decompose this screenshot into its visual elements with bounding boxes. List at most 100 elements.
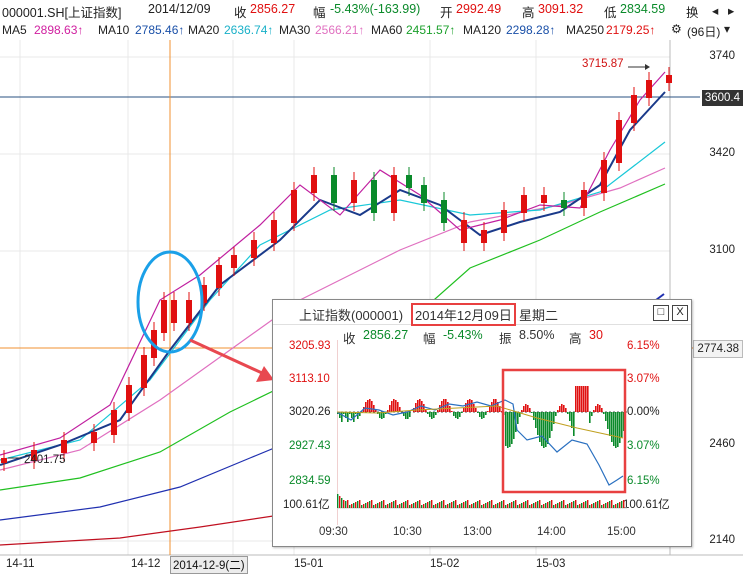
candle-body: [231, 255, 237, 268]
volume-bar: [511, 502, 513, 508]
intraday-bar: [499, 406, 501, 412]
intraday-bar: [343, 412, 345, 414]
intraday-bar: [347, 412, 349, 422]
volume-bar: [385, 505, 387, 508]
volume-bar: [623, 500, 625, 508]
close-value: 2856.27: [250, 2, 296, 16]
volume-bar: [617, 503, 619, 508]
open-label: 开: [440, 6, 453, 20]
volume-bar: [537, 501, 539, 508]
popup-time-1030: 10:30: [393, 526, 422, 538]
volume-bar: [527, 500, 529, 508]
intraday-bar: [615, 412, 617, 448]
volume-bar: [437, 503, 439, 508]
candle-body: [561, 200, 567, 208]
popup-time-1300: 13:00: [463, 526, 492, 538]
low-point-label: 2401.75: [24, 454, 66, 466]
intraday-bar: [477, 412, 479, 413]
ma10-value: 2785.46↑: [135, 23, 185, 37]
intraday-bar: [449, 406, 451, 412]
volume-bar: [403, 502, 405, 508]
intraday-bar: [357, 412, 359, 419]
candle-body: [126, 385, 132, 413]
volume-bar: [597, 501, 599, 508]
volume-bar: [509, 503, 511, 508]
ma30-value: 2566.21↑: [315, 23, 365, 37]
intraday-bar: [579, 386, 581, 412]
period-dropdown-icon[interactable]: ▾: [724, 22, 731, 36]
intraday-bar: [409, 412, 411, 417]
volume-bar: [461, 503, 463, 508]
volume-bar: [497, 503, 499, 508]
volume-bar: [363, 504, 365, 508]
ma120-value: 2298.28↑: [506, 23, 556, 37]
index-code: 000001.SH[上证指数]: [2, 6, 122, 20]
ma30-line: [0, 167, 666, 471]
volume-bar: [375, 504, 377, 508]
candle-body: [631, 95, 637, 123]
volume-bar: [531, 504, 533, 508]
intraday-bar: [397, 402, 399, 412]
candle-body: [501, 210, 507, 233]
volume-bar: [417, 501, 419, 508]
volume-bar: [469, 505, 471, 508]
candle-body: [481, 230, 487, 243]
volume-bar: [589, 505, 591, 508]
intraday-bar: [395, 400, 397, 412]
restore-button[interactable]: □: [653, 305, 669, 321]
volume-bar: [371, 500, 373, 508]
intraday-bar: [547, 412, 549, 444]
intraday-bar: [505, 412, 507, 446]
volume-bar: [535, 502, 537, 508]
period-selector[interactable]: (96日): [687, 25, 721, 39]
intraday-bar: [433, 412, 435, 418]
volume-bar: [523, 502, 525, 508]
volume-bar: [495, 504, 497, 508]
intraday-popup[interactable]: 上证指数(000001) 2014年12月09日 星期二 □ X 收 2856.…: [272, 299, 692, 547]
intraday-bar: [517, 412, 519, 424]
intraday-bar: [383, 412, 385, 418]
volume-bar: [467, 500, 469, 508]
intraday-bar: [605, 412, 607, 421]
close-button[interactable]: X: [672, 305, 688, 321]
candle-body: [251, 240, 257, 258]
popup-left-tick-3: 3020.26: [289, 406, 331, 418]
intraday-bar: [463, 408, 465, 412]
intraday-bar: [561, 404, 563, 412]
volume-bar: [339, 496, 341, 508]
intraday-bar: [391, 401, 393, 412]
volume-bar: [347, 500, 349, 508]
volume-bar: [529, 505, 531, 508]
intraday-bar: [355, 412, 357, 414]
volume-bar: [489, 501, 491, 508]
high-label: 高: [522, 6, 535, 20]
kline-chart[interactable]: [0, 40, 743, 576]
intraday-bar: [543, 412, 545, 448]
volume-bar: [479, 500, 481, 508]
intraday-bar: [405, 412, 407, 419]
change-value: -5.43%(-163.99): [330, 2, 421, 16]
intraday-bar: [423, 404, 425, 412]
popup-amp-value: 8.50%: [519, 328, 555, 342]
volume-bar: [401, 503, 403, 508]
intraday-bar: [485, 412, 487, 415]
volume-bar: [343, 500, 345, 508]
intraday-bar: [349, 412, 351, 414]
ma60-value: 2451.57↑: [406, 23, 456, 37]
y-tick-3420: 3420: [709, 147, 735, 159]
volume-bar: [411, 504, 413, 508]
settings-gear-icon[interactable]: ⚙: [671, 22, 682, 36]
intraday-bar: [475, 408, 477, 412]
intraday-bar: [379, 412, 381, 418]
intraday-bar: [599, 405, 601, 412]
intraday-bar: [407, 412, 409, 419]
intraday-bar: [483, 412, 485, 418]
popup-header: 上证指数(000001) 2014年12月09日 星期二 □ X: [273, 300, 691, 326]
volume-bar: [551, 500, 553, 508]
intraday-bar: [497, 402, 499, 412]
candle-body: [646, 80, 652, 98]
intraday-bar: [479, 412, 481, 417]
scroll-right-icon[interactable]: ▸: [728, 4, 735, 18]
scroll-left-icon[interactable]: ◂: [712, 4, 719, 18]
volume-bar: [377, 503, 379, 508]
